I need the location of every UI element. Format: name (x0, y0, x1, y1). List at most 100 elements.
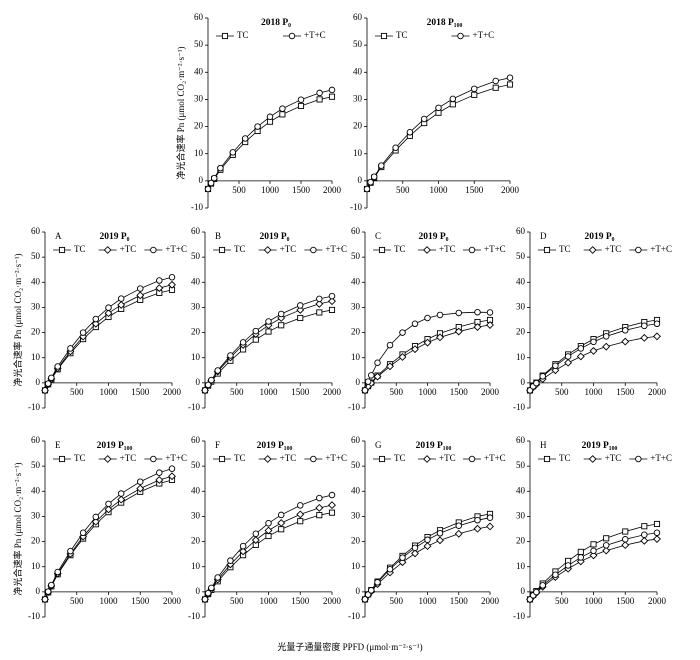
marker-diamond (136, 484, 145, 493)
marker-circle (552, 571, 559, 579)
y-tick-label: 0 (521, 377, 526, 387)
marker-diamond (621, 337, 630, 346)
marker-circle (641, 531, 648, 539)
marker-circle (590, 547, 597, 555)
marker-circle (374, 579, 381, 586)
legend-marker (263, 246, 272, 254)
y-tick-label: 20 (191, 536, 201, 546)
marker-circle (214, 367, 221, 374)
panel-title: 2019 P₀ (259, 232, 289, 242)
panel-label: H (540, 440, 547, 450)
y-tick-label: 30 (31, 301, 41, 311)
marker-circle (420, 115, 428, 123)
legend-marker (288, 32, 296, 40)
panel-title: 2019 P₀ (584, 232, 614, 242)
y-axis-label: 净光合速率 Pn (μmol CO₂·m⁻²·s⁻¹) (12, 253, 23, 386)
legend-marker (150, 455, 157, 463)
y-tick-label: 40 (31, 485, 41, 495)
y-tick-label: 60 (351, 435, 361, 445)
y-tick-label: 30 (191, 301, 201, 311)
marker-diamond (436, 536, 444, 545)
marker-circle (424, 314, 431, 322)
y-tick-label: 50 (351, 251, 361, 261)
marker-circle (364, 378, 372, 385)
legend-marker (635, 455, 642, 463)
marker-square (471, 91, 478, 98)
marker-circle (156, 277, 163, 284)
legend-marker (218, 455, 226, 463)
y-tick-label: 60 (516, 435, 526, 445)
marker-circle (41, 596, 49, 603)
legend-label: TC (234, 453, 246, 463)
marker-circle (201, 596, 209, 603)
marker-circle (239, 339, 247, 346)
marker-circle (392, 144, 399, 151)
marker-square (316, 309, 323, 316)
marker-circle (54, 363, 61, 370)
marker-circle (239, 542, 247, 550)
y-tick-label: -10 (348, 611, 360, 621)
marker-diamond (473, 524, 482, 533)
marker-circle (406, 129, 414, 136)
legend-label: TC (234, 244, 246, 254)
y-tick-label: 40 (353, 66, 363, 76)
legend-marker (263, 455, 272, 463)
legend-marker (468, 246, 476, 254)
marker-circle (117, 295, 125, 302)
marker-circle (653, 529, 661, 537)
marker-diamond (168, 472, 176, 481)
marker-circle (208, 376, 215, 384)
panel-label: F (215, 440, 220, 450)
legend-label: +T+C (484, 453, 506, 463)
y-tick-label: 0 (358, 175, 363, 185)
marker-diamond (315, 503, 324, 512)
marker-circle (208, 584, 215, 592)
marker-circle (44, 380, 52, 387)
y-tick-label: 30 (351, 301, 361, 311)
x-tick-label: 2000 (648, 387, 667, 397)
marker-diamond (315, 299, 324, 308)
marker-circle (254, 123, 261, 130)
marker-diamond (454, 327, 463, 336)
y-tick-label: 0 (36, 377, 41, 387)
panel-title: 2019 P₁₀₀ (257, 441, 293, 451)
legend-marker (58, 246, 66, 254)
x-tick-label: 1000 (100, 387, 119, 397)
legend-marker (378, 246, 386, 254)
x-tick-label: 2000 (648, 596, 667, 606)
y-tick-label: 30 (516, 301, 526, 311)
marker-circle (564, 562, 572, 569)
series-line (366, 84, 511, 190)
marker-circle (386, 565, 394, 573)
legend-label: TC (394, 453, 406, 463)
legend-label: TC (559, 453, 571, 463)
y-tick-label: 60 (191, 226, 201, 236)
marker-circle (471, 85, 478, 93)
series-line (204, 295, 333, 391)
y-tick-label: 20 (194, 121, 204, 131)
series-line (207, 89, 333, 190)
marker-diamond (398, 558, 407, 567)
y-tick-label: 40 (191, 276, 201, 286)
marker-diamond (373, 372, 382, 381)
marker-diamond (91, 517, 100, 526)
series-line (364, 319, 491, 391)
y-tick-label: 10 (194, 148, 204, 158)
y-tick-label: 10 (351, 561, 361, 571)
panel-label: G (375, 440, 382, 450)
marker-circle (374, 359, 381, 366)
panel-title: 2019 P₀ (418, 232, 448, 242)
marker-circle (539, 373, 546, 380)
y-tick-label: 20 (516, 327, 526, 337)
marker-diamond (328, 501, 336, 510)
x-tick-label: 1500 (131, 596, 150, 606)
x-tick-label: 1000 (419, 387, 438, 397)
marker-square (449, 101, 456, 108)
y-tick-label: -10 (188, 611, 200, 621)
marker-circle (217, 164, 224, 172)
marker-square (492, 84, 499, 91)
marker-circle (41, 387, 49, 394)
legend-label: TC (74, 244, 86, 254)
legend-marker (543, 455, 551, 463)
marker-circle (297, 302, 304, 309)
